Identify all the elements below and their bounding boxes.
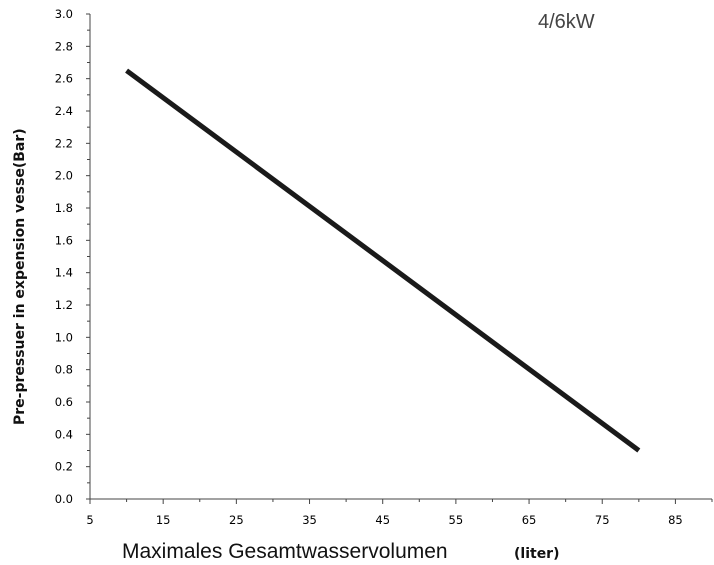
y-axis-ticks: 0.0 0.2 0.4 0.6 0.8 1.0 1.2 1.4 1.6 1.8 2.0 2.2 2.4 2… <box>55 7 90 506</box>
series-group <box>125 68 641 453</box>
x-tick-label: 35 <box>302 513 317 527</box>
x-tick-label: 5 <box>86 513 93 527</box>
x-axis-ticks: 5 15 25 35 45 55 65 75 85 <box>86 499 713 527</box>
x-tick-label: 15 <box>156 513 171 527</box>
y-tick-label: 3.0 <box>55 7 73 21</box>
y-tick-label: 0.6 <box>55 395 73 409</box>
x-tick-label: 55 <box>449 513 464 527</box>
x-axis-unit: (liter) <box>514 546 560 562</box>
y-tick-label: 1.6 <box>55 233 73 247</box>
chart-annotation: 4/6kW <box>538 11 595 33</box>
y-tick-label: 0.0 <box>55 492 73 506</box>
y-tick-label: 0.8 <box>55 363 73 377</box>
y-tick-label: 2.6 <box>55 72 73 86</box>
y-tick-label: 2.4 <box>55 104 73 118</box>
y-axis-label: Pre-pressuer in expension vesse(Bar) <box>12 128 28 425</box>
x-tick-label: 85 <box>668 513 683 527</box>
x-tick-label: 25 <box>229 513 244 527</box>
x-tick-label: 75 <box>595 513 610 527</box>
y-tick-label: 2.8 <box>55 39 73 53</box>
x-tick-label: 65 <box>522 513 537 527</box>
y-tick-label: 2.0 <box>55 169 73 183</box>
y-tick-label: 1.0 <box>55 330 73 344</box>
y-tick-label: 2.2 <box>55 136 73 150</box>
y-tick-label: 1.8 <box>55 201 73 215</box>
x-axis-label: Maximales Gesamtwasservolumen <box>122 540 448 563</box>
y-tick-label: 0.2 <box>55 460 73 474</box>
x-tick-label: 45 <box>375 513 390 527</box>
y-tick-label: 1.2 <box>55 298 73 312</box>
y-tick-label: 1.4 <box>55 266 73 280</box>
y-tick-label: 0.4 <box>55 427 73 441</box>
series-line <box>125 68 641 453</box>
